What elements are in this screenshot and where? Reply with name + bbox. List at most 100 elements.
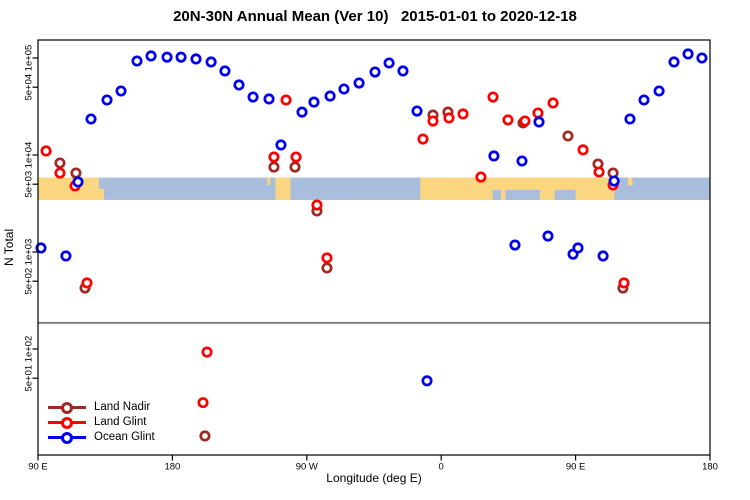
point-ocean-glint (219, 65, 231, 77)
point-ocean-glint (233, 79, 245, 91)
point-ocean-glint (85, 113, 97, 125)
point-land-glint (457, 108, 469, 120)
point-land-glint (618, 277, 630, 289)
plot-border (37, 39, 711, 456)
point-land-glint (547, 97, 559, 109)
point-ocean-glint (624, 113, 636, 125)
point-land-glint (427, 115, 439, 127)
point-ocean-glint (542, 230, 554, 242)
map-band-ocean-notch (492, 189, 501, 200)
point-land-glint (519, 115, 531, 127)
y-tick-label: 5e+02 (24, 268, 35, 295)
point-land-glint (417, 133, 429, 145)
map-band-land (275, 177, 291, 200)
point-land-nadir (199, 430, 211, 442)
point-ocean-glint (275, 139, 287, 151)
point-ocean-glint (60, 250, 72, 262)
x-tick-label: 90 E (566, 462, 586, 473)
x-tick-label: 90 W (296, 462, 318, 473)
point-ocean-glint (369, 66, 381, 78)
y-tick-label: 1e+05 (24, 45, 35, 72)
y-tick-label: 1e+04 (24, 142, 35, 169)
point-land-glint (290, 151, 302, 163)
point-ocean-glint (516, 155, 528, 167)
point-land-nadir (562, 130, 574, 142)
point-ocean-glint (338, 83, 350, 95)
point-land-glint (311, 199, 323, 211)
point-ocean-glint (533, 116, 545, 128)
x-tick-label: 0 (439, 462, 444, 473)
point-ocean-glint (421, 375, 433, 387)
point-ocean-glint (247, 91, 259, 103)
point-ocean-glint (324, 90, 336, 102)
point-ocean-glint (509, 239, 521, 251)
chart-title: 20N-30N Annual Mean (Ver 10) 2015-01-01 … (173, 8, 577, 25)
point-ocean-glint (668, 56, 680, 68)
map-band-island (627, 177, 633, 186)
point-land-glint (321, 252, 333, 264)
point-land-glint (201, 346, 213, 358)
point-ocean-glint (308, 96, 320, 108)
point-ocean-glint (175, 51, 187, 63)
point-ocean-glint (682, 48, 694, 60)
point-land-glint (475, 171, 487, 183)
point-ocean-glint (572, 242, 584, 254)
point-ocean-glint (638, 94, 650, 106)
point-land-nadir (321, 262, 333, 274)
point-ocean-glint (653, 85, 665, 97)
point-ocean-glint (411, 105, 423, 117)
map-band-land (98, 188, 105, 200)
point-land-glint (268, 151, 280, 163)
point-land-glint (487, 91, 499, 103)
point-land-glint (81, 277, 93, 289)
point-ocean-glint (161, 51, 173, 63)
point-ocean-glint (35, 242, 47, 254)
point-ocean-glint (353, 77, 365, 89)
point-land-glint (280, 94, 292, 106)
legend-item-land-glint: Land Glint (48, 415, 155, 430)
map-band-ocean-notch (554, 189, 576, 200)
point-land-nadir (289, 161, 301, 173)
point-land-nadir (54, 157, 66, 169)
x-tick-label: 180 (702, 462, 718, 473)
point-ocean-glint (190, 53, 202, 65)
y-tick-label: 5e+01 (24, 365, 35, 392)
point-ocean-glint (296, 106, 308, 118)
point-ocean-glint (696, 52, 708, 64)
point-land-glint (197, 397, 209, 409)
point-ocean-glint (101, 94, 113, 106)
map-band-ocean-notch (505, 189, 540, 200)
point-land-glint (443, 112, 455, 124)
y-tick-label: 5e+04 (24, 74, 35, 101)
point-land-glint (40, 145, 52, 157)
point-ocean-glint (397, 65, 409, 77)
point-land-nadir (70, 167, 82, 179)
point-land-nadir (268, 161, 280, 173)
legend-item-ocean-glint: Ocean Glint (48, 430, 155, 445)
point-land-glint (577, 144, 589, 156)
point-ocean-glint (597, 250, 609, 262)
map-band-land (38, 177, 99, 200)
y-axis-title: N Total (2, 228, 16, 267)
point-land-glint (532, 107, 544, 119)
land-nadir-marker-icon (48, 401, 86, 414)
point-ocean-glint (115, 85, 127, 97)
x-tick-label: 90 E (28, 462, 48, 473)
point-ocean-glint (263, 93, 275, 105)
point-land-glint (54, 167, 66, 179)
point-land-glint (502, 114, 514, 126)
legend-label: Ocean Glint (94, 431, 155, 443)
y-tick-label: 1e+02 (24, 336, 35, 363)
point-ocean-glint (205, 56, 217, 68)
map-band-island (267, 177, 271, 186)
point-ocean-glint (383, 57, 395, 69)
legend-label: Land Glint (94, 416, 147, 428)
legend: Land Nadir Land Glint Ocean Glint (48, 400, 155, 445)
point-ocean-glint (488, 150, 500, 162)
x-axis-title: Longitude (deg E) (326, 471, 422, 485)
point-land-glint (593, 166, 605, 178)
point-ocean-glint (131, 55, 143, 67)
point-ocean-glint (608, 175, 620, 187)
